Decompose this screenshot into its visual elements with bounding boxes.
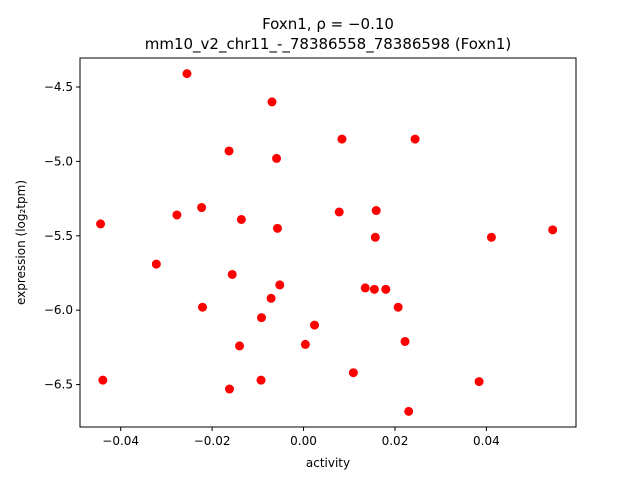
- scatter-point: [348, 368, 358, 378]
- scatter-point: [393, 302, 403, 312]
- scatter-point: [224, 384, 234, 394]
- scatter-point: [151, 259, 161, 269]
- scatter-point: [96, 219, 106, 229]
- scatter-point: [474, 377, 484, 387]
- y-tick-label: −6.5: [44, 378, 73, 392]
- scatter-point: [400, 336, 410, 346]
- x-axis-ticks: −0.04 −0.02 0.00 0.02 0.04: [102, 427, 500, 448]
- scatter-point: [337, 134, 347, 144]
- scatter-point: [404, 406, 414, 416]
- chart-title-line1: Foxn1, ρ = −0.10: [262, 15, 394, 33]
- x-tick-label: −0.04: [102, 434, 139, 448]
- scatter-point: [369, 284, 379, 294]
- scatter-point: [300, 339, 310, 349]
- scatter-point: [381, 284, 391, 294]
- x-tick-label: −0.02: [194, 434, 231, 448]
- chart-title-line2: mm10_v2_chr11_-_78386558_78386598 (Foxn1…: [145, 35, 512, 54]
- data-points: [96, 69, 558, 416]
- scatter-point: [267, 97, 277, 107]
- scatter-point: [360, 283, 370, 293]
- scatter-point: [272, 153, 282, 163]
- x-tick-label: 0.00: [290, 434, 317, 448]
- plot-frame: [79, 57, 577, 428]
- scatter-point: [275, 280, 285, 290]
- y-tick-label: −5.5: [44, 229, 73, 243]
- scatter-point: [198, 302, 208, 312]
- scatter-point: [334, 207, 344, 217]
- scatter-point: [98, 375, 108, 385]
- scatter-point: [256, 313, 266, 323]
- scatter-point: [410, 134, 420, 144]
- scatter-point: [182, 69, 192, 79]
- y-tick-label: −4.5: [44, 80, 73, 94]
- scatter-point: [310, 320, 320, 330]
- y-tick-label: −5.0: [44, 154, 73, 168]
- y-tick-label: −6.0: [44, 303, 73, 317]
- scatter-point: [486, 232, 496, 242]
- scatter-point: [266, 293, 276, 303]
- scatter-point: [256, 375, 266, 385]
- scatter-point: [371, 206, 381, 216]
- x-axis-label: activity: [306, 456, 350, 470]
- scatter-point: [370, 232, 380, 242]
- y-axis-ticks: −6.5 −6.0 −5.5 −5.0 −4.5: [44, 80, 80, 392]
- scatter-point: [227, 269, 237, 279]
- scatter-point: [548, 225, 558, 235]
- scatter-point: [197, 203, 207, 213]
- scatter-point: [224, 146, 234, 156]
- x-tick-label: 0.02: [382, 434, 409, 448]
- scatter-point: [172, 210, 182, 220]
- scatter-point: [236, 214, 246, 224]
- y-axis-label: expression (log₂tpm): [14, 180, 28, 305]
- scatter-point: [272, 223, 282, 233]
- x-tick-label: 0.04: [473, 434, 500, 448]
- scatter-point: [235, 341, 245, 351]
